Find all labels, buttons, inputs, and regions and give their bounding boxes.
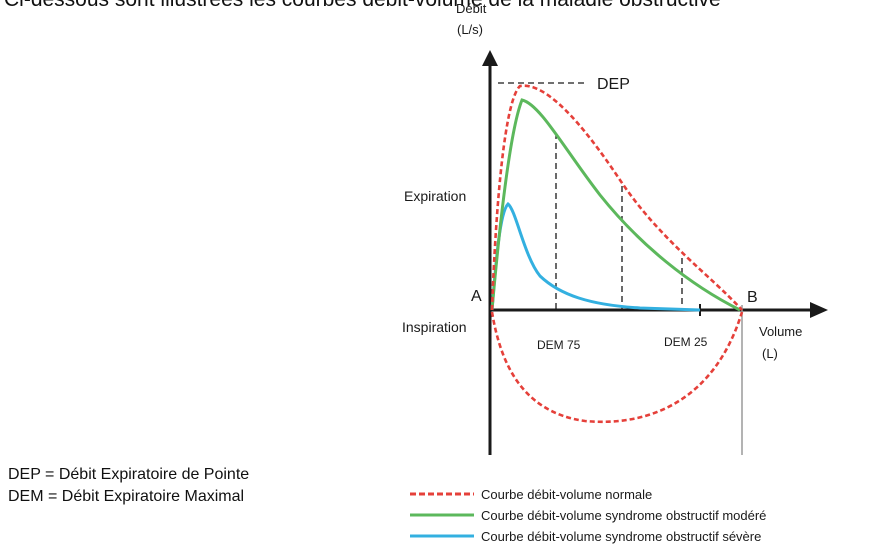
legend: Courbe débit-volume normale Courbe débit… (410, 487, 766, 544)
y-axis-label-line1: Débit (456, 1, 487, 16)
definition-dem: DEM = Débit Expiratoire Maximal (8, 488, 245, 505)
legend-label-normal: Courbe débit-volume normale (481, 487, 652, 502)
y-axis-arrow (482, 50, 498, 66)
point-b-label: B (747, 289, 758, 306)
inspiration-label: Inspiration (402, 319, 467, 335)
y-axis-label-line2: (L/s) (457, 22, 483, 37)
normal-inspiration-curve (490, 311, 744, 424)
definition-dep: DEP = Débit Expiratoire de Pointe (8, 466, 250, 483)
legend-label-moderate: Courbe débit-volume syndrome obstructif … (481, 508, 766, 523)
normal-expiration-curve (490, 84, 743, 311)
expiration-label: Expiration (404, 188, 466, 204)
clipped-caption-text: Ci-dessous sont illustrées les courbes d… (4, 0, 878, 12)
severe-curve (490, 202, 701, 312)
x-axis-label-line1: Volume (759, 324, 802, 339)
x-axis-arrow (810, 302, 828, 318)
definitions: DEP = Débit Expiratoire de Pointe DEM = … (8, 464, 368, 508)
x-axis-label-line2: (L) (762, 346, 778, 361)
dep-label: DEP (597, 76, 630, 93)
legend-label-severe: Courbe débit-volume syndrome obstructif … (481, 529, 761, 544)
clipped-caption: Ci-dessous sont illustrées les courbes d… (0, 0, 878, 14)
point-a-label: A (471, 288, 482, 305)
moderate-curve (490, 98, 741, 312)
dem75-label: DEM 75 (537, 338, 581, 352)
dem25-label: DEM 25 (664, 335, 708, 349)
